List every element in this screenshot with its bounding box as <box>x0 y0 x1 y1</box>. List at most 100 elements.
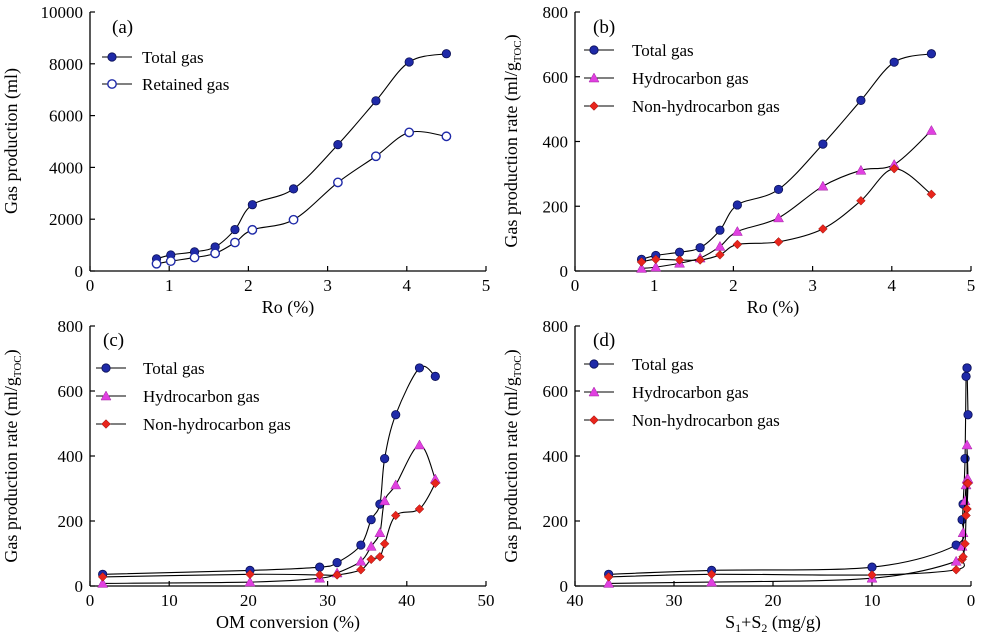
data-point <box>97 577 109 588</box>
x-tick-label: 1 <box>650 276 659 295</box>
data-point <box>636 257 647 267</box>
data-point <box>773 237 784 247</box>
x-tick-label: 30 <box>666 591 683 610</box>
y-axis-label: Gas production (ml) <box>1 68 22 214</box>
y-tick-label: 10000 <box>41 3 84 22</box>
x-axis-label: Ro (%) <box>262 297 315 318</box>
panel-b: 0 1 2 3 4 5 0 200 400 600 800 (b) Ro (%) Gas producti… <box>501 3 975 318</box>
x-tick-label: 30 <box>319 591 336 610</box>
data-point <box>962 504 972 514</box>
data-point <box>356 540 366 550</box>
panel-d: 40 30 20 10 0 0 200 400 600 800 (d) S1+S2 (mg/g) Gas… <box>501 317 975 635</box>
data-point <box>856 195 866 206</box>
data-point <box>951 564 961 575</box>
legend-label: Non-hydrocarbon gas <box>143 415 291 434</box>
data-point <box>315 562 325 572</box>
y-axis-label: Gas production rate (ml/gTOC) <box>501 349 524 562</box>
series-non-hydrocarbon-gas <box>636 163 937 267</box>
y-tick-label: 600 <box>58 382 84 401</box>
data-point <box>244 576 256 587</box>
data-point <box>674 247 685 257</box>
legend-marker <box>107 52 117 62</box>
data-point <box>695 255 705 265</box>
data-point <box>925 124 937 135</box>
legend-label: Non-hydrocarbon gas <box>632 411 780 430</box>
series-line <box>102 444 436 584</box>
y-tick-label: 600 <box>543 68 569 87</box>
series-non-hydrocarbon-gas <box>97 478 441 582</box>
y-tick-label: 400 <box>543 133 569 152</box>
legend-label: Hydrocarbon gas <box>632 383 749 402</box>
legend-marker <box>107 79 117 89</box>
legend-entry: Hydrocarbon gas <box>584 69 749 88</box>
data-point <box>715 225 725 235</box>
y-tick-label: 4000 <box>49 158 83 177</box>
y-tick-label: 800 <box>543 3 569 22</box>
data-point <box>365 540 377 551</box>
data-point <box>380 453 390 464</box>
data-point <box>773 212 784 223</box>
data-point <box>732 200 742 210</box>
panel-c: 0 10 20 30 40 50 0 200 400 600 800 (c) OM conversion… <box>1 317 495 633</box>
series-line <box>156 131 447 265</box>
y-tick-label: 2000 <box>49 210 83 229</box>
data-point <box>889 163 899 174</box>
legend-label: Total gas <box>143 359 205 378</box>
x-tick-label: 3 <box>808 276 817 295</box>
x-tick-label: 10 <box>161 591 178 610</box>
data-point <box>366 554 376 565</box>
series-line <box>608 482 969 578</box>
data-point <box>963 478 973 489</box>
legend-label: Retained gas <box>142 75 229 94</box>
data-point <box>371 151 381 162</box>
data-point <box>856 95 866 105</box>
data-point <box>651 254 661 265</box>
y-axis-label: Gas production rate (ml/gTOC) <box>1 349 24 562</box>
legend-entry: Total gas <box>584 41 694 60</box>
data-point <box>926 189 937 200</box>
y-tick-label: 0 <box>75 577 84 596</box>
data-point <box>414 504 425 514</box>
data-point <box>333 140 343 150</box>
y-tick-label: 400 <box>543 447 569 466</box>
legend-marker <box>589 101 599 111</box>
legend-entry: Non-hydrocarbon gas <box>96 415 291 434</box>
data-point <box>867 562 877 572</box>
x-tick-label: 40 <box>567 591 584 610</box>
data-point <box>245 569 255 580</box>
x-tick-label: 20 <box>765 591 782 610</box>
data-point <box>650 261 662 272</box>
series-hydrocarbon-gas <box>97 439 441 588</box>
data-point <box>247 200 257 210</box>
data-point <box>441 49 451 59</box>
data-point <box>379 495 391 506</box>
data-point <box>151 258 162 269</box>
data-point <box>247 224 258 235</box>
data-point <box>230 237 240 248</box>
data-point <box>356 564 366 575</box>
data-point <box>958 551 968 562</box>
data-point <box>674 255 685 265</box>
data-point <box>963 410 973 420</box>
data-point <box>288 214 299 225</box>
y-axis-label: Gas production rate (ml/gTOC) <box>501 34 524 247</box>
data-point <box>379 538 390 549</box>
panel-label: (b) <box>593 17 615 38</box>
data-point <box>374 527 386 537</box>
data-point <box>230 224 240 235</box>
y-tick-label: 8000 <box>49 55 83 74</box>
x-tick-label: 0 <box>967 591 976 610</box>
data-point <box>314 570 325 580</box>
y-tick-label: 200 <box>58 512 84 531</box>
data-point <box>817 180 829 191</box>
data-point <box>603 577 615 588</box>
legend-label: Total gas <box>632 41 694 60</box>
x-tick-label: 4 <box>888 276 897 295</box>
legend-marker <box>589 415 599 425</box>
data-point <box>332 177 343 188</box>
legend-entry: Non-hydrocarbon gas <box>584 411 780 430</box>
legend-entry: Total gas <box>584 355 694 374</box>
x-axis-label: Ro (%) <box>747 297 800 318</box>
data-point <box>889 57 899 67</box>
